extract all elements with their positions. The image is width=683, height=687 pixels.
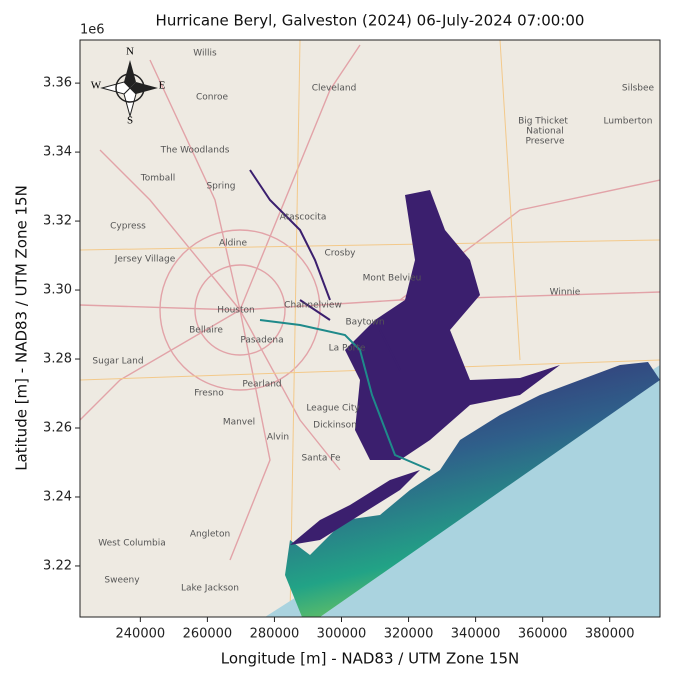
x-tick-label: 240000 <box>116 627 166 642</box>
place-label: Pearland <box>242 380 281 390</box>
place-label: Silsbee <box>622 84 655 94</box>
place-label: Sugar Land <box>92 357 143 367</box>
bayous <box>249 169 401 371</box>
model-surge-band <box>285 362 660 617</box>
place-label: Cypress <box>110 222 146 232</box>
place-label: Pasadena <box>240 336 283 346</box>
compass-label: N <box>126 46 134 58</box>
place-label: Aldine <box>219 239 248 249</box>
x-tick-label: 340000 <box>451 627 501 642</box>
place-label: Spring <box>206 182 235 192</box>
place-label: Angleton <box>190 530 230 540</box>
y-tick-label: 3.34 <box>43 145 72 160</box>
y-tick-label: 3.32 <box>43 214 72 229</box>
place-label: Sweeny <box>104 576 140 586</box>
x-tick-label: 300000 <box>317 627 367 642</box>
place-label: National <box>526 127 564 137</box>
place-label: Alvin <box>267 433 289 443</box>
roads <box>80 44 660 561</box>
y-tick-label: 3.36 <box>43 76 72 91</box>
chart-title: Hurricane Beryl, Galveston (2024) 06-Jul… <box>156 12 585 30</box>
y-tick-label: 3.28 <box>43 352 72 367</box>
place-label: Bellaire <box>189 326 223 336</box>
map: Willis Conroe Cleveland Silsbee The Woodland… <box>80 40 660 617</box>
y-tick-label: 3.24 <box>43 489 72 504</box>
compass-label: E <box>159 80 166 92</box>
place-label: Crosby <box>324 249 356 259</box>
x-tick-label: 320000 <box>384 627 434 642</box>
place-label: West Columbia <box>98 539 165 549</box>
place-labels: Willis Conroe Cleveland Silsbee The Woodland… <box>92 49 654 594</box>
place-label: League City <box>306 404 360 414</box>
axes-frame <box>79 39 661 618</box>
x-tick-label: 280000 <box>250 627 300 642</box>
place-label: Lumberton <box>603 117 652 127</box>
place-label: Manvel <box>223 418 255 428</box>
y-tick-label: 3.30 <box>43 283 72 298</box>
ship-channel <box>259 319 431 471</box>
place-label: Winnie <box>550 288 581 298</box>
place-label: Big Thicket <box>518 117 568 127</box>
place-label: Santa Fe <box>301 454 341 464</box>
place-label: La Porte <box>329 344 366 354</box>
minor-roads <box>80 40 660 617</box>
place-label: Channelview <box>284 301 342 311</box>
place-label: Houston <box>217 306 254 316</box>
galveston-bay <box>345 190 560 460</box>
y-offset-label: 1e6 <box>80 23 105 38</box>
x-tick-label: 380000 <box>585 627 635 642</box>
place-label: Baytown <box>345 318 384 328</box>
place-label: Mont Belvieu <box>363 274 422 284</box>
place-label: Tomball <box>140 174 175 184</box>
x-tick-label: 360000 <box>518 627 568 642</box>
y-tick-label: 3.22 <box>43 558 72 573</box>
compass-rose: N S W E <box>91 46 166 127</box>
y-tick-label: 3.26 <box>43 421 72 436</box>
place-label: Cleveland <box>312 84 357 94</box>
place-label: Atascocita <box>280 213 327 223</box>
place-label: Preserve <box>525 137 565 147</box>
compass-label: W <box>91 80 102 92</box>
place-label: Lake Jackson <box>181 584 239 594</box>
place-label: Jersey Village <box>114 255 176 265</box>
place-label: Fresno <box>194 389 224 399</box>
place-label: The Woodlands <box>160 146 230 156</box>
west-bay <box>290 470 420 545</box>
compass-label: S <box>127 115 133 127</box>
place-label: Conroe <box>196 93 229 103</box>
x-tick-label: 260000 <box>183 627 233 642</box>
x-axis-label: Longitude [m] - NAD83 / UTM Zone 15N <box>221 650 519 668</box>
place-label: Willis <box>193 49 217 59</box>
y-axis-label: Latitude [m] - NAD83 / UTM Zone 15N <box>13 185 31 471</box>
place-label: Dickinson <box>313 421 357 431</box>
